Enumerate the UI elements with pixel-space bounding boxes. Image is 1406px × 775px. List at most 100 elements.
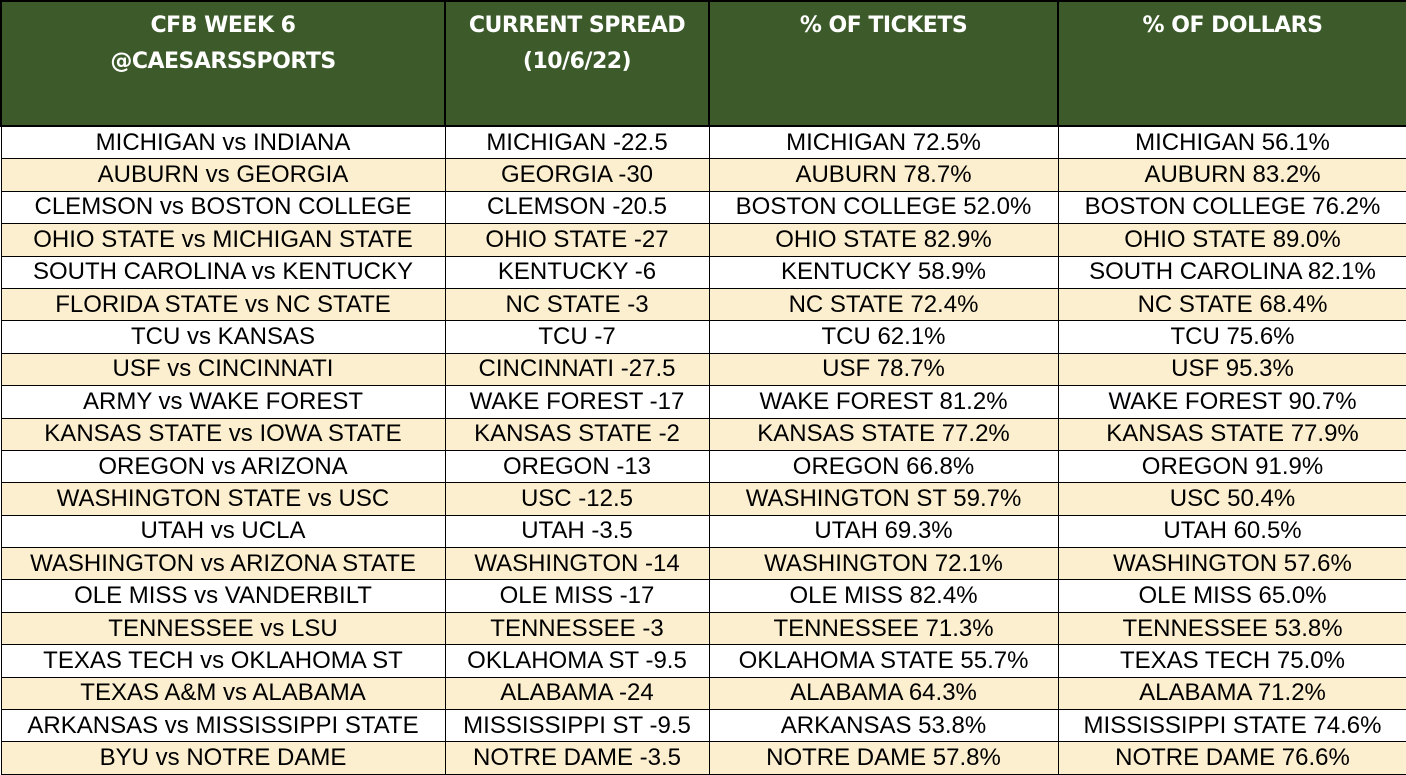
matchup-cell: MICHIGAN vs INDIANA [0, 125, 446, 160]
spread-cell: WAKE FOREST -17 [444, 385, 710, 419]
table-row: ARMY vs WAKE FOREST WAKE FOREST -17 WAKE F… [0, 385, 1406, 419]
matchup-cell: SOUTH CAROLINA vs KENTUCKY [0, 255, 446, 289]
table-row: WASHINGTON STATE vs USC USC -12.5 WASHINGT… [0, 482, 1406, 516]
matchup-cell: FLORIDA STATE vs NC STATE [0, 287, 446, 322]
spread-cell: OLE MISS -17 [444, 579, 710, 613]
dollars-cell: USC 50.4% [1057, 482, 1406, 516]
table-body: MICHIGAN vs INDIANA MICHIGAN -22.5 MICHIGA… [0, 125, 1406, 775]
header-matchup-line-2: @CAESARSSPORTS [110, 49, 336, 74]
table-row: MICHIGAN vs INDIANA MICHIGAN -22.5 MICHIGA… [0, 125, 1406, 160]
tickets-cell: NOTRE DAME 57.8% [708, 741, 1059, 775]
tickets-cell: TENNESSEE 71.3% [708, 611, 1059, 646]
table-row: OLE MISS vs VANDERBILT OLE MISS -17 OLE MI… [0, 579, 1406, 613]
spread-cell: UTAH -3.5 [444, 514, 710, 549]
matchup-cell: USF vs CINCINNATI [0, 352, 446, 387]
table-row: USF vs CINCINNATI CINCINNATI -27.5 USF 78.… [0, 352, 1406, 387]
table-row: WASHINGTON vs ARIZONA STATE WASHINGTON -1… [0, 547, 1406, 581]
table-row: TEXAS TECH vs OKLAHOMA ST OKLAHOMA ST -9.… [0, 644, 1406, 678]
spread-cell: OKLAHOMA ST -9.5 [444, 644, 710, 678]
spread-cell: TENNESSEE -3 [444, 611, 710, 646]
tickets-cell: ALABAMA 64.3% [708, 676, 1059, 711]
matchup-cell: OLE MISS vs VANDERBILT [0, 579, 446, 613]
table-row: OREGON vs ARIZONA OREGON -13 OREGON 66.8% O… [0, 449, 1406, 484]
spread-cell: OHIO STATE -27 [444, 223, 710, 257]
tickets-cell: UTAH 69.3% [708, 514, 1059, 549]
table-row: FLORIDA STATE vs NC STATE NC STATE -3 NC S… [0, 287, 1406, 322]
header-dollars: % OF DOLLARS [1057, 0, 1406, 127]
table-header: CFB WEEK 6 @CAESARSSPORTS CURRENT SPREAD… [0, 0, 1406, 127]
spread-cell: MICHIGAN -22.5 [444, 125, 710, 160]
dollars-cell: SOUTH CAROLINA 82.1% [1057, 255, 1406, 289]
matchup-cell: OREGON vs ARIZONA [0, 449, 446, 484]
matchup-cell: ARMY vs WAKE FOREST [0, 385, 446, 419]
tickets-cell: MICHIGAN 72.5% [708, 125, 1059, 160]
dollars-cell: TENNESSEE 53.8% [1057, 611, 1406, 646]
dollars-cell: OLE MISS 65.0% [1057, 579, 1406, 613]
matchup-cell: OHIO STATE vs MICHIGAN STATE [0, 223, 446, 257]
matchup-cell: TCU vs KANSAS [0, 320, 446, 354]
tickets-cell: WASHINGTON 72.1% [708, 547, 1059, 581]
header-spread: CURRENT SPREAD (10/6/22) [444, 0, 710, 127]
spread-cell: CINCINNATI -27.5 [444, 352, 710, 387]
spread-cell: ALABAMA -24 [444, 676, 710, 711]
table-row: UTAH vs UCLA UTAH -3.5 UTAH 69.3% UTAH 60.5… [0, 514, 1406, 549]
tickets-cell: OKLAHOMA STATE 55.7% [708, 644, 1059, 678]
dollars-cell: ALABAMA 71.2% [1057, 676, 1406, 711]
dollars-cell: TCU 75.6% [1057, 320, 1406, 354]
spread-cell: KENTUCKY -6 [444, 255, 710, 289]
table-row: BYU vs NOTRE DAME NOTRE DAME -3.5 NOTRE DA… [0, 741, 1406, 775]
dollars-cell: OHIO STATE 89.0% [1057, 223, 1406, 257]
tickets-cell: WASHINGTON ST 59.7% [708, 482, 1059, 516]
tickets-cell: OLE MISS 82.4% [708, 579, 1059, 613]
header-matchup: CFB WEEK 6 @CAESARSSPORTS [0, 0, 446, 127]
dollars-cell: TEXAS TECH 75.0% [1057, 644, 1406, 678]
matchup-cell: TEXAS A&M vs ALABAMA [0, 676, 446, 711]
table-row: OHIO STATE vs MICHIGAN STATE OHIO STATE -… [0, 223, 1406, 257]
header-dollars-line-1: % OF DOLLARS [1142, 13, 1323, 38]
header-spread-line-1: CURRENT SPREAD [468, 13, 686, 38]
spread-cell: OREGON -13 [444, 449, 710, 484]
tickets-cell: OREGON 66.8% [708, 449, 1059, 484]
table-row: TEXAS A&M vs ALABAMA ALABAMA -24 ALABAMA 6… [0, 676, 1406, 711]
dollars-cell: NOTRE DAME 76.6% [1057, 741, 1406, 775]
matchup-cell: BYU vs NOTRE DAME [0, 741, 446, 775]
tickets-cell: TCU 62.1% [708, 320, 1059, 354]
matchup-cell: AUBURN vs GEORGIA [0, 158, 446, 192]
dollars-cell: MICHIGAN 56.1% [1057, 125, 1406, 160]
dollars-cell: NC STATE 68.4% [1057, 287, 1406, 322]
dollars-cell: OREGON 91.9% [1057, 449, 1406, 484]
tickets-cell: OHIO STATE 82.9% [708, 223, 1059, 257]
matchup-cell: UTAH vs UCLA [0, 514, 446, 549]
spread-cell: USC -12.5 [444, 482, 710, 516]
dollars-cell: KANSAS STATE 77.9% [1057, 417, 1406, 451]
table-row: AUBURN vs GEORGIA GEORGIA -30 AUBURN 78.7%… [0, 158, 1406, 192]
table-row: KANSAS STATE vs IOWA STATE KANSAS STATE -… [0, 417, 1406, 451]
spread-cell: TCU -7 [444, 320, 710, 354]
dollars-cell: AUBURN 83.2% [1057, 158, 1406, 192]
tickets-cell: KENTUCKY 58.9% [708, 255, 1059, 289]
dollars-cell: WAKE FOREST 90.7% [1057, 385, 1406, 419]
spread-cell: CLEMSON -20.5 [444, 190, 710, 225]
spread-cell: MISSISSIPPI ST -9.5 [444, 709, 710, 743]
header-matchup-line-1: CFB WEEK 6 [150, 13, 296, 38]
dollars-cell: MISSISSIPPI STATE 74.6% [1057, 709, 1406, 743]
dollars-cell: BOSTON COLLEGE 76.2% [1057, 190, 1406, 225]
matchup-cell: ARKANSAS vs MISSISSIPPI STATE [0, 709, 446, 743]
matchup-cell: TENNESSEE vs LSU [0, 611, 446, 646]
matchup-cell: KANSAS STATE vs IOWA STATE [0, 417, 446, 451]
spread-cell: GEORGIA -30 [444, 158, 710, 192]
table-row: SOUTH CAROLINA vs KENTUCKY KENTUCKY -6 KEN… [0, 255, 1406, 289]
header-row: CFB WEEK 6 @CAESARSSPORTS CURRENT SPREAD… [0, 0, 1406, 127]
table-row: TENNESSEE vs LSU TENNESSEE -3 TENNESSEE 71… [0, 611, 1406, 646]
spread-cell: NOTRE DAME -3.5 [444, 741, 710, 775]
header-tickets: % OF TICKETS [708, 0, 1059, 127]
table-row: ARKANSAS vs MISSISSIPPI STATE MISSISSIPPI… [0, 709, 1406, 743]
dollars-cell: UTAH 60.5% [1057, 514, 1406, 549]
dollars-cell: USF 95.3% [1057, 352, 1406, 387]
tickets-cell: USF 78.7% [708, 352, 1059, 387]
spread-cell: NC STATE -3 [444, 287, 710, 322]
header-tickets-line-1: % OF TICKETS [799, 13, 968, 38]
matchup-cell: WASHINGTON STATE vs USC [0, 482, 446, 516]
matchup-cell: WASHINGTON vs ARIZONA STATE [0, 547, 446, 581]
